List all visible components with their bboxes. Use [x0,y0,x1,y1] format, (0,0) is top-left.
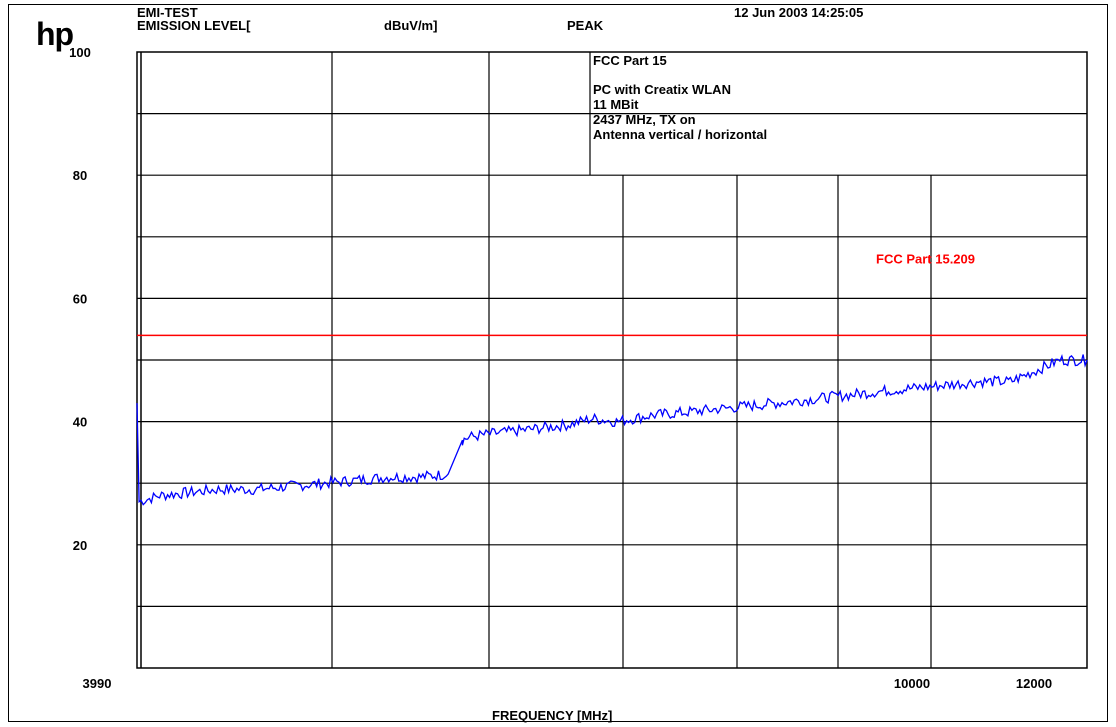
y-tick-label: 80 [73,168,87,183]
x-tick-label: 3990 [83,676,112,691]
y-tick-label: 60 [73,291,87,306]
plot-frame [8,4,1108,722]
hp-logo: hp [36,16,74,52]
info-line-rate: 11 MBit [593,97,639,112]
x-tick-label: 10000 [894,676,930,691]
info-line-frequency: 2437 MHz, TX on [593,112,696,127]
info-box: FCC Part 15 PC with Creatix WLAN 11 MBit… [593,53,767,142]
info-line-device: PC with Creatix WLAN [593,82,731,97]
y-tick-label: 20 [73,538,87,553]
series-line-peak [136,354,1088,506]
test-name: EMI-TEST [137,5,198,20]
unit-label: dBuV/m] [384,18,438,33]
emission-level-label: EMISSION LEVEL[ [137,18,251,33]
info-line-antenna: Antenna vertical / horizontal [593,127,768,142]
timestamp: 12 Jun 2003 14:25:05 [734,5,864,20]
x-tick-label: 12000 [1016,676,1052,691]
y-tick-label: 100 [69,45,91,60]
y-tick-label: 40 [73,415,87,430]
detector-label: PEAK [567,18,604,33]
limit-line-label: FCC Part 15.209 [876,251,975,266]
x-axis-label: FREQUENCY [MHz] [492,708,613,723]
info-line-standard: FCC Part 15 [593,53,667,68]
